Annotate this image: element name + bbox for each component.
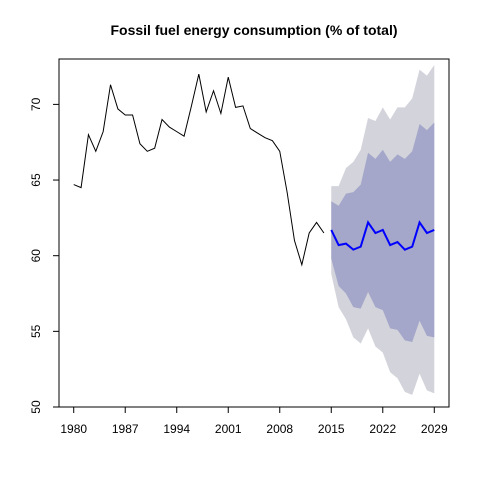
forecast-mean-line	[330, 220, 435, 251]
y-axis: 50 55 60 65 70	[29, 97, 60, 414]
historical-line	[73, 74, 325, 267]
x-tick-label: 2022	[369, 422, 396, 436]
x-axis: 1980 1987 1994 2001 2008 2015 2022 2029	[60, 406, 448, 436]
series-lines	[73, 74, 435, 267]
y-tick-label: 55	[29, 324, 43, 338]
y-tick-label: 50	[29, 400, 43, 414]
x-tick-label: 2029	[421, 422, 448, 436]
y-tick-label: 60	[29, 249, 43, 263]
chart-title: Fossil fuel energy consumption (% of tot…	[110, 22, 397, 38]
y-tick-label: 65	[29, 173, 43, 187]
x-tick-label: 1980	[60, 422, 87, 436]
x-tick-label: 1994	[163, 422, 190, 436]
y-tick-label: 70	[29, 97, 43, 111]
x-tick-label: 2015	[318, 422, 345, 436]
x-tick-label: 1987	[112, 422, 139, 436]
x-tick-label: 2008	[266, 422, 293, 436]
x-tick-label: 2001	[215, 422, 242, 436]
